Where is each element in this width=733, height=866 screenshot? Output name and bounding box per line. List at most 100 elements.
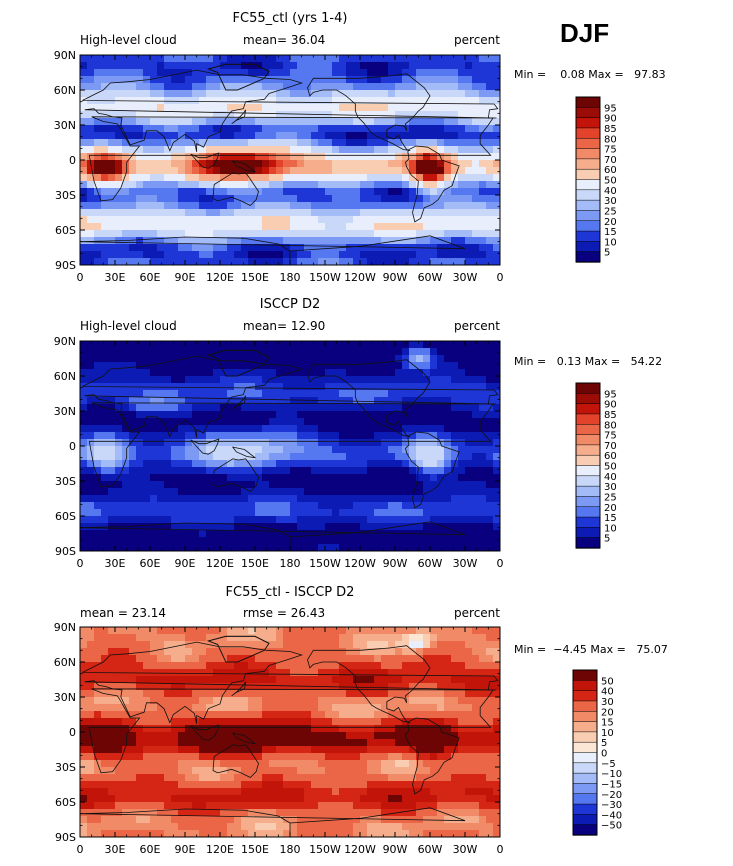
field-cell (262, 118, 270, 126)
field-cell (346, 411, 354, 419)
field-cell (241, 634, 249, 642)
field-cell (430, 146, 438, 154)
field-cell (402, 97, 410, 105)
field-cell (472, 195, 480, 203)
field-cell (304, 718, 312, 726)
field-cell (276, 711, 284, 719)
field-cell (444, 676, 452, 684)
field-cell (87, 397, 95, 405)
field-cell (346, 174, 354, 182)
field-cell (360, 732, 368, 740)
field-cell (367, 69, 375, 77)
field-cell (269, 418, 277, 426)
field-cell (493, 258, 500, 265)
field-cell (164, 397, 172, 405)
field-cell (164, 244, 172, 252)
field-cell (472, 676, 480, 684)
field-cell (227, 216, 235, 224)
field-cell (353, 348, 361, 356)
field-cell (381, 732, 389, 740)
field-cell (416, 418, 424, 426)
field-cell (304, 502, 312, 510)
colorbar-box (575, 465, 601, 477)
field-cell (220, 669, 228, 677)
field-cell (437, 404, 445, 412)
field-cell (164, 376, 172, 384)
field-cell (479, 362, 487, 370)
field-cell (430, 237, 438, 245)
field-cell (297, 523, 305, 531)
field-cell (360, 153, 368, 161)
field-cell (290, 676, 298, 684)
field-cell (227, 544, 235, 551)
field-cell (122, 425, 130, 433)
field-cell (248, 104, 256, 112)
field-cell (437, 425, 445, 433)
field-cell (122, 251, 130, 259)
field-cell (185, 188, 193, 196)
field-cell (255, 376, 263, 384)
field-cell (171, 732, 179, 740)
field-cell (164, 188, 172, 196)
field-cell (332, 209, 340, 217)
panel-1-title: FC55_ctl (yrs 1-4) (233, 11, 348, 26)
field-cell (332, 425, 340, 433)
field-cell (493, 711, 500, 719)
field-cell (213, 376, 221, 384)
field-cell (430, 432, 438, 440)
field-cell (143, 523, 151, 531)
field-cell (108, 132, 116, 140)
field-cell (94, 348, 102, 356)
field-cell (136, 495, 144, 503)
field-cell (346, 495, 354, 503)
field-cell (206, 676, 214, 684)
field-cell (388, 90, 396, 98)
field-cell (318, 495, 326, 503)
field-cell (451, 390, 459, 398)
field-cell (283, 683, 291, 691)
field-cell (416, 153, 424, 161)
field-cell (318, 704, 326, 712)
colorbar-box (575, 527, 601, 539)
field-cell (143, 216, 151, 224)
field-cell (416, 404, 424, 412)
field-cell (493, 188, 500, 196)
field-cell (472, 509, 480, 517)
field-cell (444, 83, 452, 91)
field-cell (241, 690, 249, 698)
field-cell (297, 244, 305, 252)
field-cell (192, 509, 200, 517)
field-cell (451, 697, 459, 705)
field-cell (87, 718, 95, 726)
field-cell (262, 55, 270, 63)
field-cell (164, 258, 172, 265)
field-cell (416, 676, 424, 684)
field-cell (80, 711, 88, 719)
field-cell (465, 502, 473, 510)
field-cell (129, 697, 137, 705)
field-cell (374, 641, 382, 649)
field-cell (129, 118, 137, 126)
field-cell (318, 446, 326, 454)
field-cell (157, 188, 165, 196)
field-cell (122, 230, 130, 238)
field-cell (255, 181, 263, 189)
y-tick-label: 90N (54, 335, 76, 348)
field-cell (360, 223, 368, 231)
field-cell (381, 160, 389, 168)
field-cell (367, 362, 375, 370)
field-cell (171, 125, 179, 133)
field-cell (381, 725, 389, 733)
field-cell (143, 676, 151, 684)
field-cell (381, 209, 389, 217)
field-cell (241, 704, 249, 712)
x-tick-label: 180 (280, 271, 301, 284)
field-cell (451, 704, 459, 712)
field-cell (199, 167, 207, 175)
field-cell (451, 495, 459, 503)
field-cell (276, 662, 284, 670)
field-cell (94, 453, 102, 461)
field-cell (108, 530, 116, 538)
field-cell (402, 341, 410, 349)
field-cell (367, 237, 375, 245)
